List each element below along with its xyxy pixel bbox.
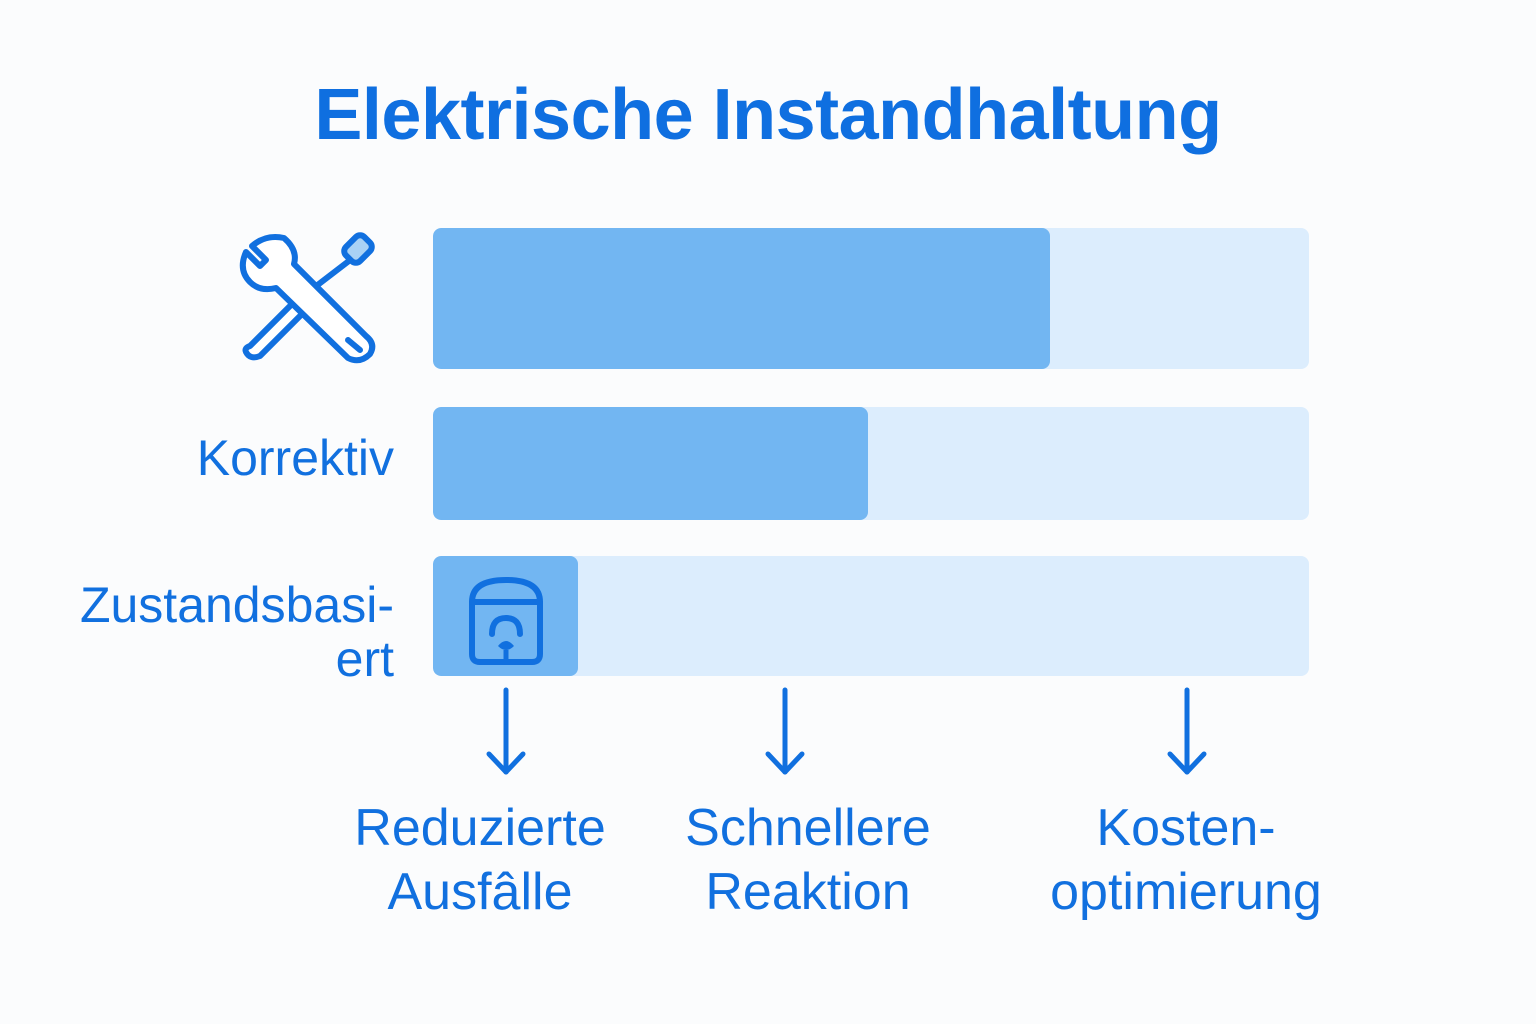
row-label-korrektiv: Korrektiv	[196, 430, 394, 486]
benefit-reduzierte-ausfaelle: Reduzierte Ausfâlle	[330, 796, 630, 924]
benefit-kostenoptimierung: Kosten- optimierung	[1010, 796, 1362, 924]
row-label-line-1: Zustandsbasi-	[79, 577, 394, 633]
arrow-down-icon	[765, 687, 805, 775]
benefit-schnellere-reaktion: Schnellere Reaktion	[658, 796, 958, 924]
wrench-screwdriver-icon	[236, 232, 380, 366]
benefit-line-1: Kosten-	[1096, 799, 1276, 857]
arrow-down-icon	[1167, 687, 1207, 775]
row-label-line-2: ert	[335, 631, 394, 687]
row-label-zustandsbasiert: Zustandsbasi- ert	[80, 578, 394, 686]
arrow-down-icon	[486, 687, 526, 775]
sensor-device-icon	[466, 574, 546, 666]
benefit-line-1: Reduzierte	[354, 799, 606, 857]
benefit-line-2: Reaktion	[705, 863, 911, 921]
bar-track-korrektiv	[433, 407, 1309, 520]
bar-fill-korrektiv	[433, 407, 868, 520]
benefit-line-2: optimierung	[1050, 863, 1322, 921]
bar-fill-row-1	[433, 228, 1050, 369]
bar-track-zustandsbasiert	[433, 556, 1309, 676]
bar-track-row-1	[433, 228, 1309, 369]
page-title: Elektrische Instandhaltung	[314, 75, 1222, 155]
benefit-line-2: Ausfâlle	[387, 863, 573, 921]
benefit-line-1: Schnellere	[685, 799, 931, 857]
